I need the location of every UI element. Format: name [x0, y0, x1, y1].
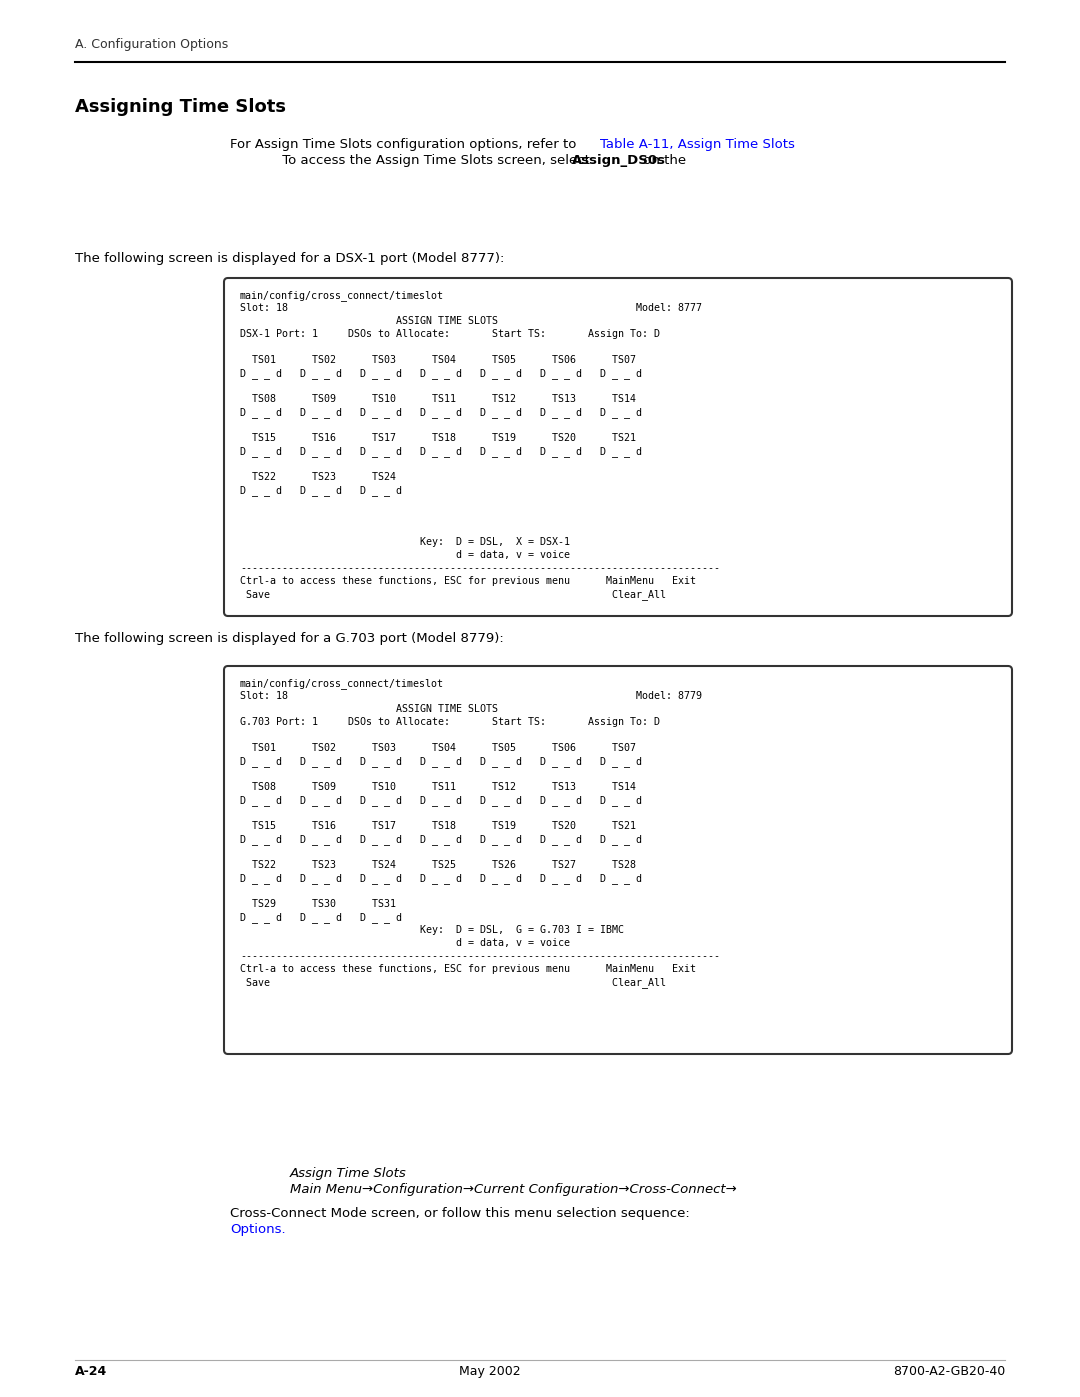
- Text: Key:  D = DSL,  X = DSX-1: Key: D = DSL, X = DSX-1: [240, 536, 570, 548]
- Text: For Assign Time Slots configuration options, refer to: For Assign Time Slots configuration opti…: [230, 138, 581, 151]
- Text: D _ _ d   D _ _ d   D _ _ d   D _ _ d   D _ _ d   D _ _ d   D _ _ d: D _ _ d D _ _ d D _ _ d D _ _ d D _ _ d …: [240, 756, 642, 767]
- Text: Cross-Connect Mode screen, or follow this menu selection sequence:: Cross-Connect Mode screen, or follow thi…: [230, 1207, 690, 1220]
- Text: --------------------------------------------------------------------------------: ----------------------------------------…: [240, 563, 720, 573]
- Text: TS22      TS23      TS24: TS22 TS23 TS24: [240, 472, 396, 482]
- Text: on the: on the: [639, 154, 686, 168]
- Text: main/config/cross_connect/timeslot: main/config/cross_connect/timeslot: [240, 291, 444, 300]
- Text: The following screen is displayed for a DSX-1 port (Model 8777):: The following screen is displayed for a …: [75, 251, 504, 265]
- Text: TS01      TS02      TS03      TS04      TS05      TS06      TS07: TS01 TS02 TS03 TS04 TS05 TS06 TS07: [240, 355, 636, 365]
- Text: D _ _ d   D _ _ d   D _ _ d   D _ _ d   D _ _ d   D _ _ d   D _ _ d: D _ _ d D _ _ d D _ _ d D _ _ d D _ _ d …: [240, 367, 642, 379]
- Text: D _ _ d   D _ _ d   D _ _ d   D _ _ d   D _ _ d   D _ _ d   D _ _ d: D _ _ d D _ _ d D _ _ d D _ _ d D _ _ d …: [240, 834, 642, 845]
- Text: TS22      TS23      TS24      TS25      TS26      TS27      TS28: TS22 TS23 TS24 TS25 TS26 TS27 TS28: [240, 861, 636, 870]
- Text: Ctrl-a to access these functions, ESC for previous menu      MainMenu   Exit: Ctrl-a to access these functions, ESC fo…: [240, 576, 696, 585]
- Text: D _ _ d   D _ _ d   D _ _ d: D _ _ d D _ _ d D _ _ d: [240, 912, 402, 923]
- Text: May 2002: May 2002: [459, 1365, 521, 1377]
- Text: DSX-1 Port: 1     DSOs to Allocate:       Start TS:       Assign To: D: DSX-1 Port: 1 DSOs to Allocate: Start TS…: [240, 330, 660, 339]
- Text: The following screen is displayed for a G.703 port (Model 8779):: The following screen is displayed for a …: [75, 631, 503, 645]
- Text: D _ _ d   D _ _ d   D _ _ d   D _ _ d   D _ _ d   D _ _ d   D _ _ d: D _ _ d D _ _ d D _ _ d D _ _ d D _ _ d …: [240, 873, 642, 884]
- Text: Assigning Time Slots: Assigning Time Slots: [75, 98, 286, 116]
- Text: Slot: 18                                                          Model: 8779: Slot: 18 Model: 8779: [240, 692, 702, 701]
- Text: Main Menu→Configuration→Current Configuration→Cross-Connect→: Main Menu→Configuration→Current Configur…: [291, 1183, 737, 1196]
- Text: Options.: Options.: [230, 1222, 285, 1236]
- Text: TS15      TS16      TS17      TS18      TS19      TS20      TS21: TS15 TS16 TS17 TS18 TS19 TS20 TS21: [240, 821, 636, 831]
- Text: Save                                                         Clear_All: Save Clear_All: [240, 977, 666, 988]
- Text: TS15      TS16      TS17      TS18      TS19      TS20      TS21: TS15 TS16 TS17 TS18 TS19 TS20 TS21: [240, 433, 636, 443]
- Text: --------------------------------------------------------------------------------: ----------------------------------------…: [240, 951, 720, 961]
- Text: D _ _ d   D _ _ d   D _ _ d   D _ _ d   D _ _ d   D _ _ d   D _ _ d: D _ _ d D _ _ d D _ _ d D _ _ d D _ _ d …: [240, 446, 642, 457]
- Text: Assign Time Slots: Assign Time Slots: [291, 1166, 407, 1180]
- Text: 8700-A2-GB20-40: 8700-A2-GB20-40: [893, 1365, 1005, 1377]
- Text: TS29      TS30      TS31: TS29 TS30 TS31: [240, 900, 396, 909]
- Text: ASSIGN TIME SLOTS: ASSIGN TIME SLOTS: [240, 704, 498, 714]
- Text: d = data, v = voice: d = data, v = voice: [240, 550, 570, 560]
- Text: d = data, v = voice: d = data, v = voice: [240, 937, 570, 949]
- Text: Table A-11, Assign Time Slots: Table A-11, Assign Time Slots: [600, 138, 795, 151]
- Text: Assign_DS0s: Assign_DS0s: [572, 154, 666, 168]
- Text: Save                                                         Clear_All: Save Clear_All: [240, 590, 666, 599]
- Text: TS01      TS02      TS03      TS04      TS05      TS06      TS07: TS01 TS02 TS03 TS04 TS05 TS06 TS07: [240, 743, 636, 753]
- FancyBboxPatch shape: [224, 666, 1012, 1053]
- Text: Slot: 18                                                          Model: 8777: Slot: 18 Model: 8777: [240, 303, 702, 313]
- Text: D _ _ d   D _ _ d   D _ _ d   D _ _ d   D _ _ d   D _ _ d   D _ _ d: D _ _ d D _ _ d D _ _ d D _ _ d D _ _ d …: [240, 407, 642, 418]
- FancyBboxPatch shape: [224, 278, 1012, 616]
- Text: Ctrl-a to access these functions, ESC for previous menu      MainMenu   Exit: Ctrl-a to access these functions, ESC fo…: [240, 964, 696, 974]
- Text: To access the Assign Time Slots screen, select: To access the Assign Time Slots screen, …: [278, 154, 594, 168]
- Text: TS08      TS09      TS10      TS11      TS12      TS13      TS14: TS08 TS09 TS10 TS11 TS12 TS13 TS14: [240, 782, 636, 792]
- Text: D _ _ d   D _ _ d   D _ _ d: D _ _ d D _ _ d D _ _ d: [240, 485, 402, 496]
- Text: G.703 Port: 1     DSOs to Allocate:       Start TS:       Assign To: D: G.703 Port: 1 DSOs to Allocate: Start TS…: [240, 717, 660, 726]
- Text: TS08      TS09      TS10      TS11      TS12      TS13      TS14: TS08 TS09 TS10 TS11 TS12 TS13 TS14: [240, 394, 636, 404]
- Text: A-24: A-24: [75, 1365, 107, 1377]
- Text: D _ _ d   D _ _ d   D _ _ d   D _ _ d   D _ _ d   D _ _ d   D _ _ d: D _ _ d D _ _ d D _ _ d D _ _ d D _ _ d …: [240, 795, 642, 806]
- Text: ASSIGN TIME SLOTS: ASSIGN TIME SLOTS: [240, 316, 498, 326]
- Text: Key:  D = DSL,  G = G.703 I = IBMC: Key: D = DSL, G = G.703 I = IBMC: [240, 925, 624, 935]
- Text: main/config/cross_connect/timeslot: main/config/cross_connect/timeslot: [240, 678, 444, 689]
- Text: A. Configuration Options: A. Configuration Options: [75, 38, 228, 52]
